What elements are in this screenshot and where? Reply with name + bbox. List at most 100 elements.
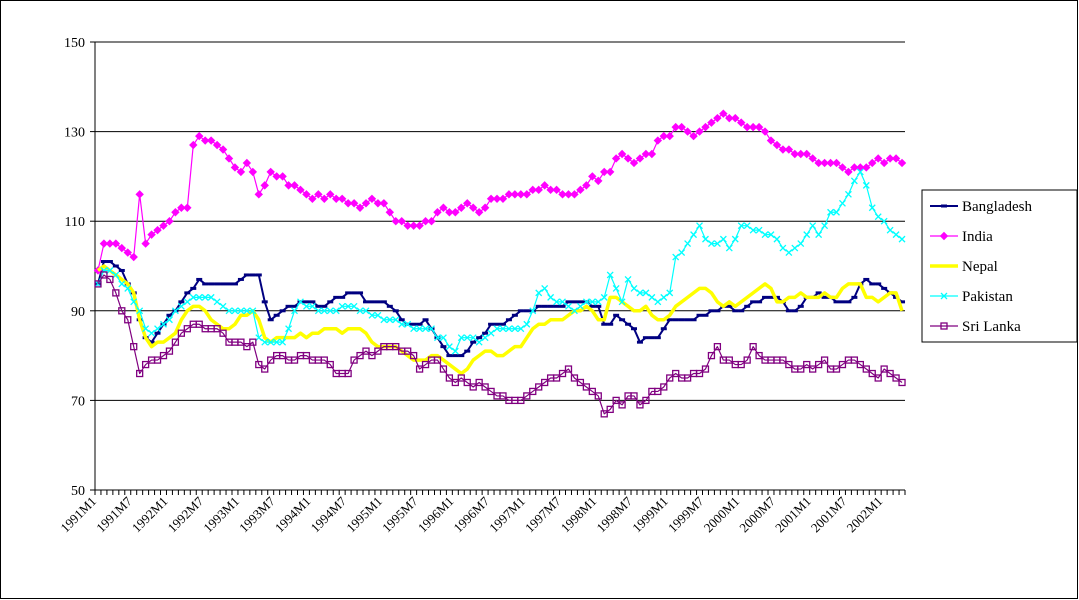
- point-marker: [737, 118, 746, 127]
- point-marker: [690, 231, 698, 239]
- point-marker: [659, 131, 668, 141]
- point-marker: [344, 302, 352, 310]
- point-marker: [576, 302, 584, 310]
- point-marker: [248, 167, 258, 177]
- point-marker: [165, 347, 174, 355]
- point-marker: [528, 185, 537, 195]
- point-marker: [159, 221, 168, 230]
- point-marker: [558, 190, 567, 199]
- point-marker: [231, 307, 239, 315]
- point-marker: [880, 365, 888, 373]
- point-marker: [445, 343, 453, 351]
- point-marker: [391, 216, 400, 226]
- point-marker: [308, 302, 316, 310]
- point-marker: [885, 154, 895, 163]
- point-marker: [213, 298, 221, 306]
- point-marker: [451, 208, 460, 217]
- point-marker: [225, 307, 233, 315]
- point-marker: [833, 208, 840, 216]
- point-marker: [707, 240, 715, 248]
- point-marker: [815, 231, 823, 239]
- point-marker: [374, 311, 382, 319]
- legend-label: Sri Lanka: [962, 319, 1021, 335]
- point-marker: [635, 154, 645, 163]
- point-marker: [159, 351, 168, 360]
- point-marker: [707, 351, 716, 360]
- point-marker: [433, 208, 442, 217]
- point-marker: [326, 360, 334, 369]
- series-line: [96, 264, 904, 376]
- point-marker: [665, 131, 674, 141]
- point-marker: [588, 387, 596, 396]
- point-marker: [183, 298, 191, 306]
- point-marker: [118, 280, 126, 288]
- point-marker: [779, 244, 787, 252]
- point-marker: [594, 176, 603, 186]
- point-marker: [629, 158, 639, 168]
- point-marker: [748, 122, 758, 132]
- point-marker: [529, 387, 537, 396]
- point-marker: [719, 235, 727, 243]
- point-marker: [850, 177, 858, 185]
- point-marker: [654, 298, 662, 306]
- point-marker: [165, 316, 173, 324]
- point-marker: [338, 302, 346, 310]
- point-marker: [684, 240, 692, 248]
- point-marker: [439, 334, 447, 342]
- point-marker: [481, 334, 489, 342]
- point-marker: [832, 158, 841, 168]
- point-marker: [112, 289, 120, 297]
- point-marker: [785, 249, 793, 257]
- point-marker: [421, 360, 430, 369]
- series-line: [97, 171, 903, 352]
- point-marker: [517, 396, 525, 405]
- legend-label: Bangladesh: [962, 199, 1032, 215]
- point-marker: [618, 298, 626, 306]
- point-marker: [862, 181, 870, 189]
- point-marker: [820, 158, 829, 168]
- point-marker: [559, 298, 566, 306]
- point-marker: [683, 374, 692, 382]
- point-marker: [469, 383, 477, 391]
- point-marker: [457, 334, 465, 342]
- point-marker: [487, 387, 495, 396]
- point-marker: [535, 383, 543, 391]
- point-marker: [212, 140, 222, 150]
- point-marker: [356, 307, 364, 315]
- point-marker: [278, 172, 287, 181]
- point-marker: [123, 248, 132, 257]
- point-marker: [493, 325, 501, 333]
- point-marker: [350, 302, 358, 310]
- point-marker: [838, 163, 847, 172]
- point-marker: [314, 307, 322, 315]
- point-marker: [195, 131, 204, 141]
- point-marker: [189, 293, 197, 301]
- point-marker: [499, 392, 507, 400]
- point-marker: [267, 356, 275, 364]
- point-marker: [445, 208, 454, 217]
- point-marker: [660, 383, 668, 391]
- point-marker: [803, 360, 811, 369]
- point-marker: [648, 293, 656, 301]
- point-marker: [790, 149, 800, 159]
- point-marker: [743, 222, 751, 230]
- point-marker: [892, 231, 900, 239]
- point-marker: [672, 369, 680, 378]
- point-marker: [415, 365, 424, 373]
- point-marker: [230, 163, 240, 172]
- point-marker: [285, 325, 293, 333]
- point-marker: [856, 360, 864, 369]
- point-marker: [492, 194, 502, 204]
- point-marker: [237, 307, 245, 315]
- point-marker: [279, 338, 287, 346]
- point-marker: [177, 203, 186, 212]
- point-marker: [809, 222, 817, 230]
- point-marker: [510, 190, 520, 199]
- point-marker: [272, 172, 281, 181]
- point-marker: [130, 342, 138, 351]
- point-marker: [326, 307, 334, 315]
- point-marker: [332, 194, 341, 204]
- point-marker: [523, 392, 531, 400]
- point-marker: [844, 167, 853, 177]
- point-marker: [486, 194, 496, 204]
